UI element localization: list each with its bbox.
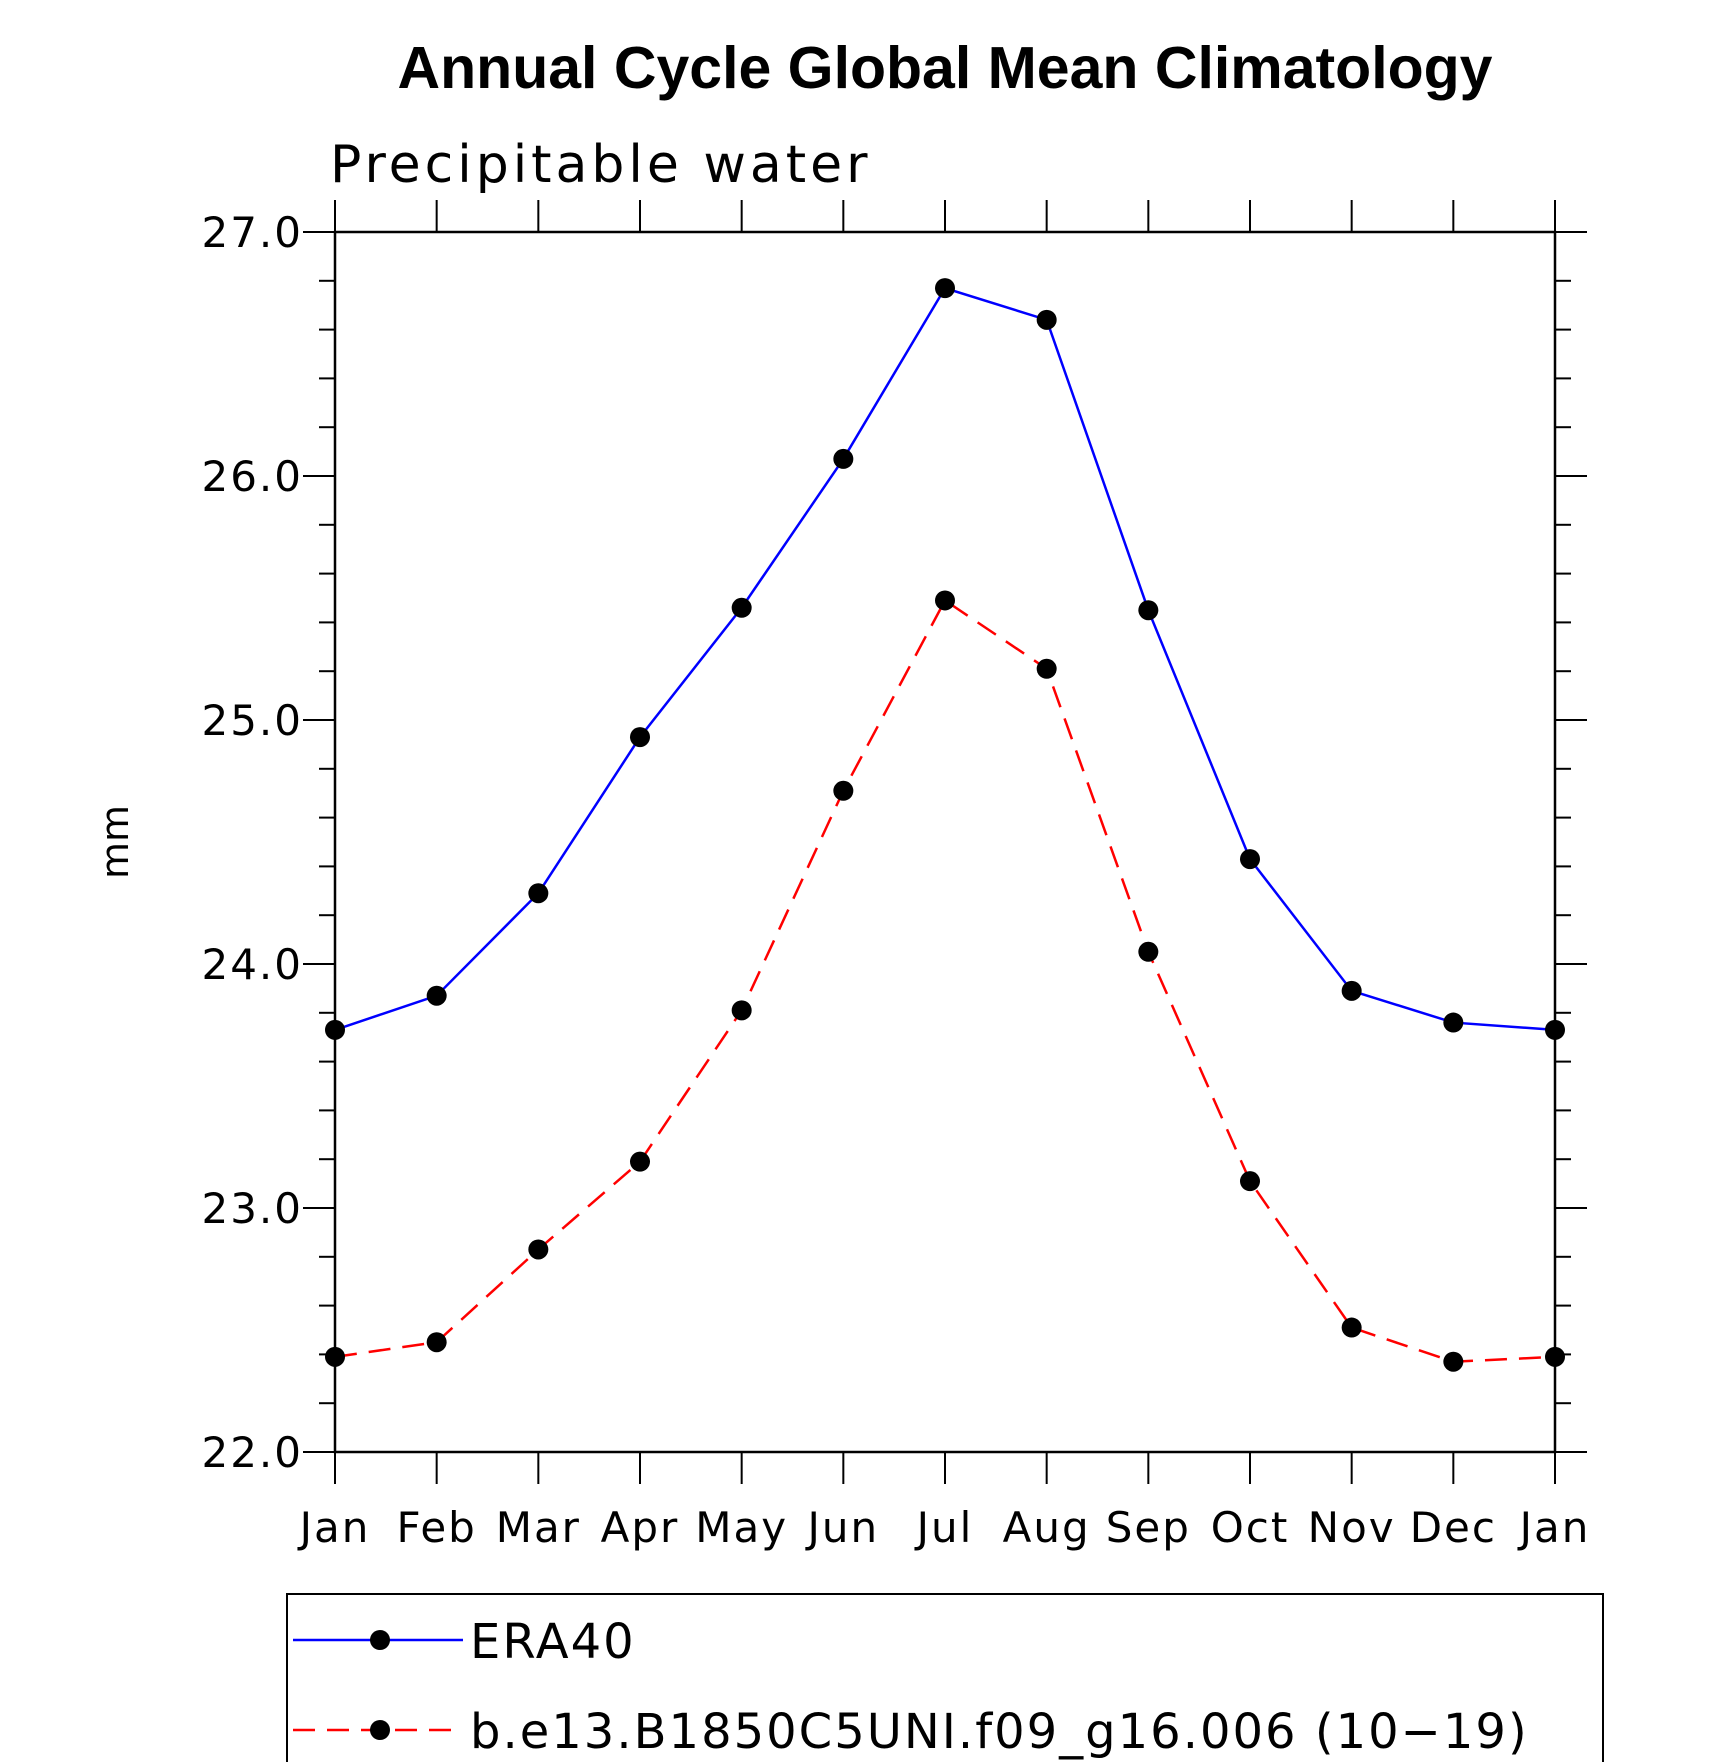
data-point-era40 xyxy=(1138,600,1159,621)
legend-label-era40: ERA40 xyxy=(470,1614,636,1670)
chart-title: Annual Cycle Global Mean Climatology xyxy=(398,35,1493,101)
y-tick-label: 26.0 xyxy=(201,452,303,501)
x-tick-label: Mar xyxy=(496,1503,581,1552)
x-tick-label: Dec xyxy=(1410,1503,1497,1552)
series-line-model xyxy=(334,598,1556,1363)
data-point-model xyxy=(1240,1171,1260,1192)
y-tick-label: 22.0 xyxy=(201,1428,303,1477)
data-point-era40 xyxy=(1545,1019,1565,1040)
data-point-model xyxy=(935,590,955,611)
data-point-era40 xyxy=(1341,980,1362,1001)
data-point-era40 xyxy=(833,448,854,469)
legend-label-model: b.e13.B1850C5UNI.f09_g16.006 (10−19) xyxy=(470,1704,1529,1760)
x-tick-label: Jan xyxy=(1517,1503,1591,1552)
data-point-model xyxy=(426,1332,447,1353)
data-point-era40 xyxy=(935,278,955,299)
series-line-era40 xyxy=(334,286,1556,1032)
data-point-model xyxy=(731,1000,752,1021)
legend: ERA40 b.e13.B1850C5UNI.f09_g16.006 (10−1… xyxy=(286,1593,1604,1762)
x-tick-label: Jun xyxy=(805,1503,880,1552)
y-tick-label: 25.0 xyxy=(201,696,303,745)
data-point-era40 xyxy=(1240,849,1260,870)
x-tick-label: Jan xyxy=(297,1503,371,1552)
legend-marker-model xyxy=(370,1720,390,1740)
data-point-era40 xyxy=(325,1019,345,1040)
legend-marker-era40 xyxy=(370,1630,390,1650)
data-point-model xyxy=(1036,658,1057,679)
data-point-era40 xyxy=(1443,1012,1464,1033)
series-layer xyxy=(325,278,1565,1372)
y-tick-label: 24.0 xyxy=(201,940,303,989)
x-tick-label: Sep xyxy=(1106,1503,1191,1552)
data-point-era40 xyxy=(630,727,650,748)
legend-box xyxy=(286,1593,1604,1762)
data-point-era40 xyxy=(731,597,752,618)
data-point-model xyxy=(1443,1351,1464,1372)
data-point-model xyxy=(1341,1317,1362,1338)
x-tick-label: Jul xyxy=(914,1503,974,1552)
y-tick-label: 27.0 xyxy=(201,208,303,257)
y-tick-label: 23.0 xyxy=(201,1184,303,1233)
data-point-model xyxy=(630,1151,650,1172)
data-point-model xyxy=(833,780,854,801)
data-point-model xyxy=(1138,941,1159,962)
x-tick-label: Nov xyxy=(1308,1503,1396,1552)
x-tick-label: Oct xyxy=(1211,1503,1290,1552)
data-point-era40 xyxy=(1036,309,1057,330)
data-point-era40 xyxy=(426,985,447,1006)
data-point-model xyxy=(528,1239,549,1260)
x-tick-label: Feb xyxy=(396,1503,476,1552)
data-point-era40 xyxy=(528,883,549,904)
x-axis: Jan Feb Mar Apr May Jun Jul Aug Sep Oct Nov Dec Jan xyxy=(297,200,1591,1552)
y-axis: 22.0 23.0 24.0 25.0 26.0 27.0 xyxy=(201,208,1587,1477)
data-point-model xyxy=(325,1346,345,1367)
y-axis-label: mm xyxy=(93,805,137,879)
x-tick-label: Apr xyxy=(601,1503,680,1552)
x-tick-label: Aug xyxy=(1003,1503,1091,1552)
data-point-model xyxy=(1545,1346,1565,1367)
chart-subtitle: Precipitable water xyxy=(330,135,872,195)
x-tick-label: May xyxy=(695,1503,788,1552)
